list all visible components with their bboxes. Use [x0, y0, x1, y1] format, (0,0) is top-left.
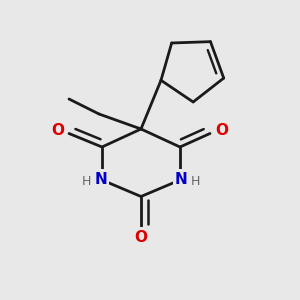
Text: H: H — [82, 175, 91, 188]
Text: O: O — [134, 230, 148, 244]
Text: N: N — [94, 172, 107, 187]
Text: N: N — [175, 172, 188, 187]
Text: O: O — [215, 123, 228, 138]
Text: H: H — [191, 175, 200, 188]
Text: O: O — [51, 123, 64, 138]
